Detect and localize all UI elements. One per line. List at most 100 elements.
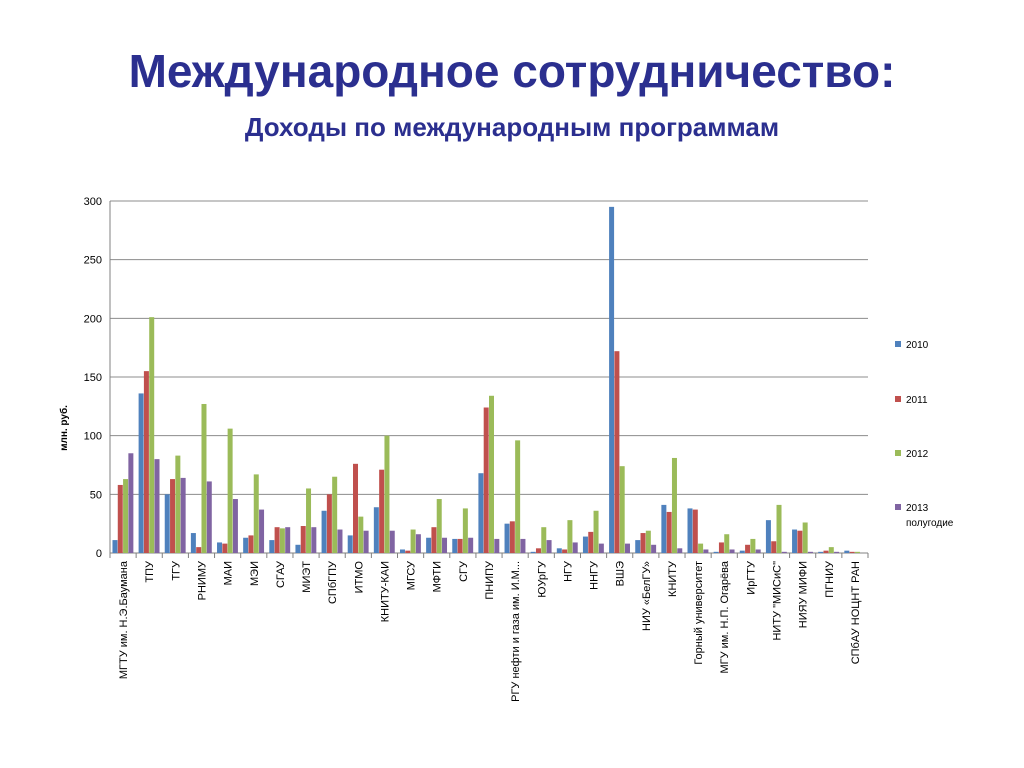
slide-title: Международное сотрудничество: (128, 45, 896, 97)
bar (755, 549, 761, 553)
x-tick-label: МГСУ (406, 560, 418, 590)
bar (854, 551, 860, 553)
bar (227, 428, 233, 553)
bar (792, 529, 798, 553)
bar (295, 544, 301, 553)
bar (190, 533, 196, 553)
bar (593, 510, 599, 553)
bar (614, 351, 620, 553)
legend-swatch (895, 450, 901, 456)
bar (138, 393, 144, 553)
x-tick-label: МЭИ (249, 561, 261, 586)
y-axis-label: млн. руб. (58, 405, 70, 451)
legend-label: 2012 (906, 449, 929, 460)
bar (248, 535, 254, 553)
x-tick-label: ТПУ (144, 560, 156, 583)
legend-swatch (895, 341, 901, 347)
bar (781, 551, 787, 553)
y-tick-label: 150 (84, 372, 102, 384)
x-tick-label: МГУ им. Н.П. Огарёва (719, 560, 731, 673)
bar (117, 484, 123, 553)
bar (384, 435, 390, 553)
x-tick-label: Горный университет (693, 561, 705, 665)
x-tick-label: ЮУрГУ (536, 560, 548, 598)
bar (154, 459, 160, 553)
y-tick-label: 50 (90, 489, 102, 501)
bar (253, 474, 259, 553)
bar (483, 407, 489, 553)
bar (311, 527, 317, 553)
bar (609, 206, 615, 553)
bar (494, 538, 500, 553)
bar (739, 550, 745, 553)
bar (442, 537, 448, 553)
bar (509, 521, 515, 553)
bar (818, 551, 824, 553)
bar (279, 528, 285, 553)
bar (170, 479, 176, 553)
bar (562, 549, 568, 553)
bar (468, 537, 474, 553)
bar (556, 548, 562, 553)
bar (332, 476, 338, 553)
bar (337, 529, 343, 553)
bar (379, 469, 385, 553)
y-tick-label: 200 (84, 313, 102, 325)
x-tick-label: ННГУ (589, 560, 601, 590)
bar (834, 551, 840, 553)
bar (624, 543, 630, 553)
bar (844, 550, 850, 553)
y-tick-label: 0 (96, 548, 102, 560)
bar (582, 536, 588, 553)
bar (373, 507, 379, 553)
bar (112, 540, 118, 553)
bar (765, 520, 771, 553)
bar (164, 494, 170, 553)
bar (703, 549, 709, 553)
bar (206, 481, 212, 553)
bar (196, 547, 202, 553)
bar (347, 535, 353, 553)
bar (269, 540, 275, 553)
bar (306, 488, 312, 553)
x-tick-label: РНИМУ (196, 560, 208, 600)
x-tick-label: НИТУ "МИСиС" (772, 561, 784, 641)
x-tick-label: НГУ (562, 560, 574, 582)
bar (797, 530, 803, 553)
bar (598, 543, 604, 553)
bar (651, 544, 657, 553)
bar (698, 543, 704, 553)
bar (143, 371, 149, 553)
x-tick-label: КНИТУ (667, 560, 679, 597)
x-tick-label: МФТИ (432, 561, 444, 592)
bar (504, 523, 510, 553)
bar (478, 473, 484, 553)
bar (724, 534, 730, 553)
bar (222, 543, 228, 553)
legend-label: полугодие (906, 518, 954, 529)
bar (567, 520, 573, 553)
x-tick-label: СГУ (458, 560, 470, 582)
bar (399, 549, 405, 553)
bar (457, 538, 463, 553)
bar (692, 509, 698, 553)
bar (671, 457, 677, 553)
bar (452, 538, 458, 553)
bar (823, 550, 829, 553)
x-tick-label: МИЭТ (301, 561, 313, 593)
bar (259, 509, 265, 553)
bar (217, 542, 223, 553)
legend-label: 2013 (906, 503, 929, 514)
x-tick-label: ПГНИУ (824, 560, 836, 598)
bar (431, 527, 437, 553)
bar (802, 522, 808, 553)
bar (149, 317, 155, 553)
bar (285, 527, 291, 553)
bar (353, 463, 359, 553)
x-tick-label: МАИ (223, 561, 235, 585)
bar (128, 453, 134, 553)
bar (713, 551, 719, 553)
bar (363, 530, 369, 553)
bar (546, 540, 552, 553)
